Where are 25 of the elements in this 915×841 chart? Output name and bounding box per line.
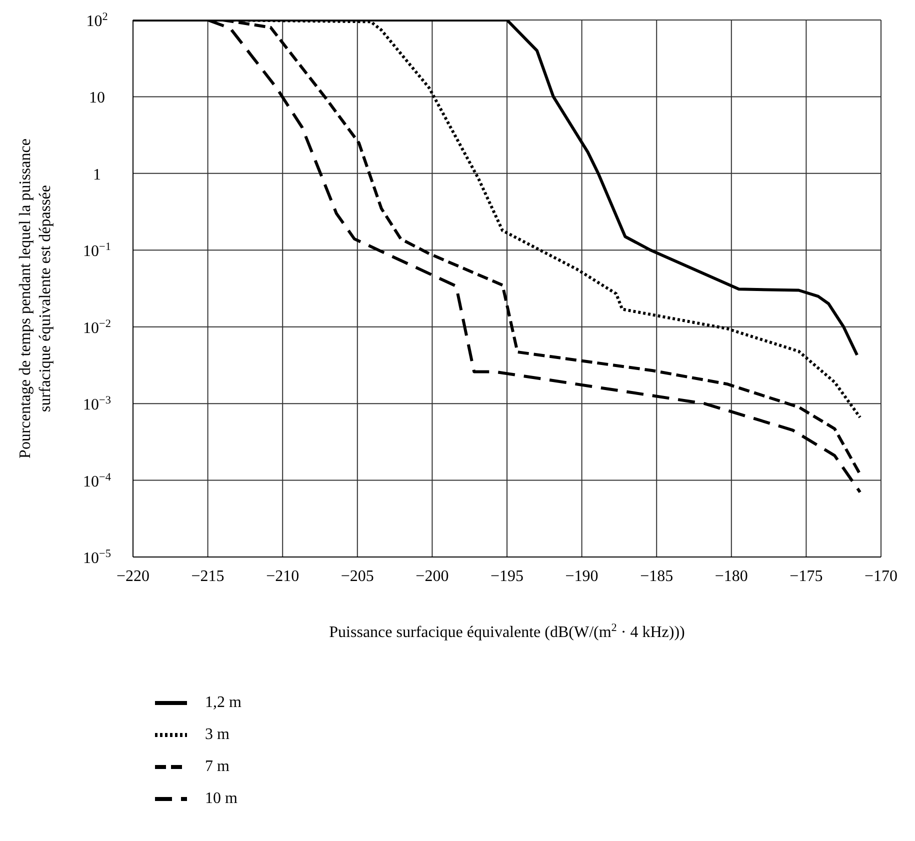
x-tick-label: −200 — [416, 568, 449, 585]
y-tick-label: 10$^{−5}$ — [83, 548, 112, 567]
y-tick-label: 10$^{2}$ — [86, 11, 108, 30]
y-tick-label: 1 — [93, 166, 101, 184]
legend-label: 7 m — [205, 758, 230, 775]
x-tick-label: −210 — [266, 568, 300, 585]
y-tick-label: 10$^{−3}$ — [83, 394, 112, 414]
legend-label: 10 m — [205, 790, 238, 807]
y-tick-label: 10$^{−1}$ — [83, 241, 111, 260]
legend-label: 3 m — [205, 726, 230, 743]
y-tick-label: 10$^{−2}$ — [83, 318, 111, 337]
x-tick-label: −220 — [116, 568, 150, 585]
y-tick-label: 10 — [89, 90, 105, 107]
x-tick-label: −180 — [714, 568, 748, 585]
x-tick-label: −205 — [340, 568, 374, 585]
x-tick-label: −190 — [565, 568, 598, 585]
y-axis-title: Pourcentage de temps pendant lequel la puissance surfacique équivalente est dépassée — [17, 138, 54, 458]
x-tick-label: −195 — [490, 568, 524, 585]
legend-label: 1,2 m — [205, 694, 242, 711]
x-tick-label: −215 — [191, 568, 224, 585]
x-axis-title: Puissance surfacique équivalente (dB(W/(m$^{2}$ · 4 kHz))) — [329, 622, 685, 641]
x-tick-label: −185 — [640, 568, 674, 585]
x-tick-label: −175 — [790, 568, 823, 585]
y-tick-label: 10$^{−4}$ — [83, 471, 112, 490]
x-tick-label: −170 — [864, 568, 898, 585]
